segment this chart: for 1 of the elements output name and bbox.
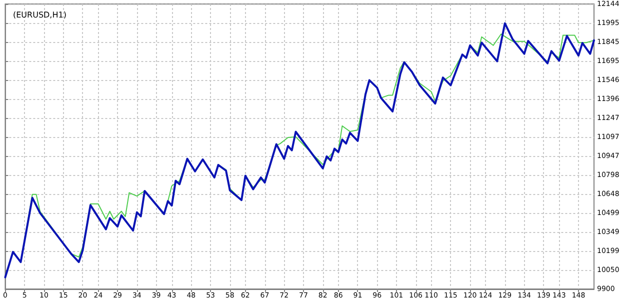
- text: (EURUSD,H1): [13, 10, 66, 20]
